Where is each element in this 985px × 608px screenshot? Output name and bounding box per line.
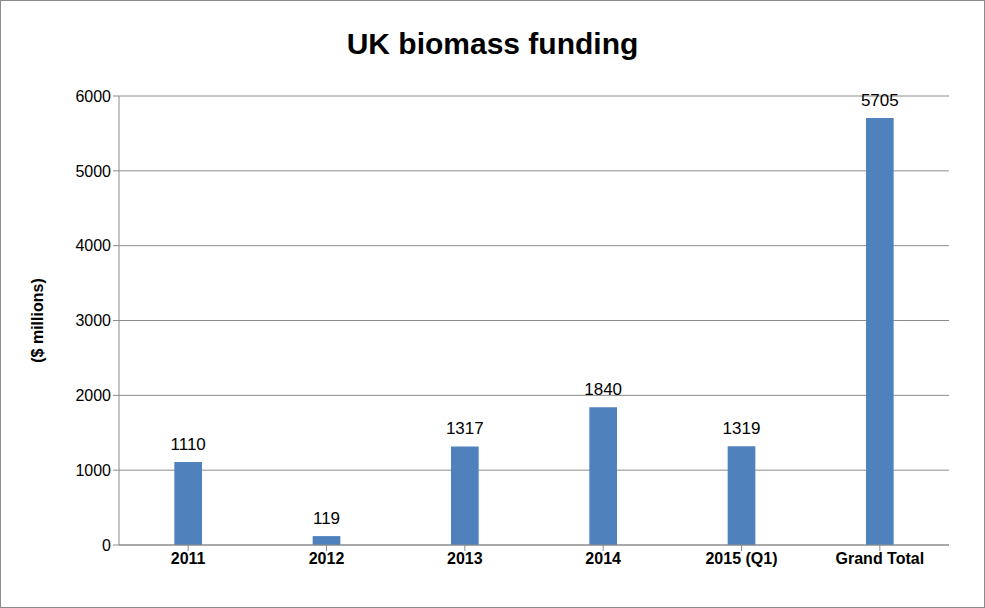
html-text:UK biomass funding: UK biomass funding [346,27,639,60]
svg-text:1319: 1319 [723,419,761,438]
svg-text:4000: 4000 [75,237,111,254]
svg-text:2012: 2012 [309,550,345,567]
svg-text:2015 (Q1): 2015 (Q1) [705,550,777,567]
svg-text:3000: 3000 [75,312,111,329]
svg-text:1317: 1317 [446,419,484,438]
svg-text:119: 119 [313,509,340,528]
svg-text:5705: 5705 [861,91,899,110]
svg-text:6000: 6000 [75,88,111,105]
svg-text:2014: 2014 [585,550,621,567]
svg-text:1000: 1000 [75,462,111,479]
svg-text:2013: 2013 [447,550,483,567]
svg-text:2011: 2011 [171,550,206,567]
svg-text:2000: 2000 [75,387,111,404]
svg-text:0: 0 [102,537,111,554]
svg-text:Grand Total: Grand Total [836,550,925,567]
svg-text:($ millions): ($ millions) [29,278,46,362]
svg-text:1110: 1110 [171,435,206,454]
svg-text:1840: 1840 [584,380,622,399]
svg-text:5000: 5000 [75,163,111,180]
